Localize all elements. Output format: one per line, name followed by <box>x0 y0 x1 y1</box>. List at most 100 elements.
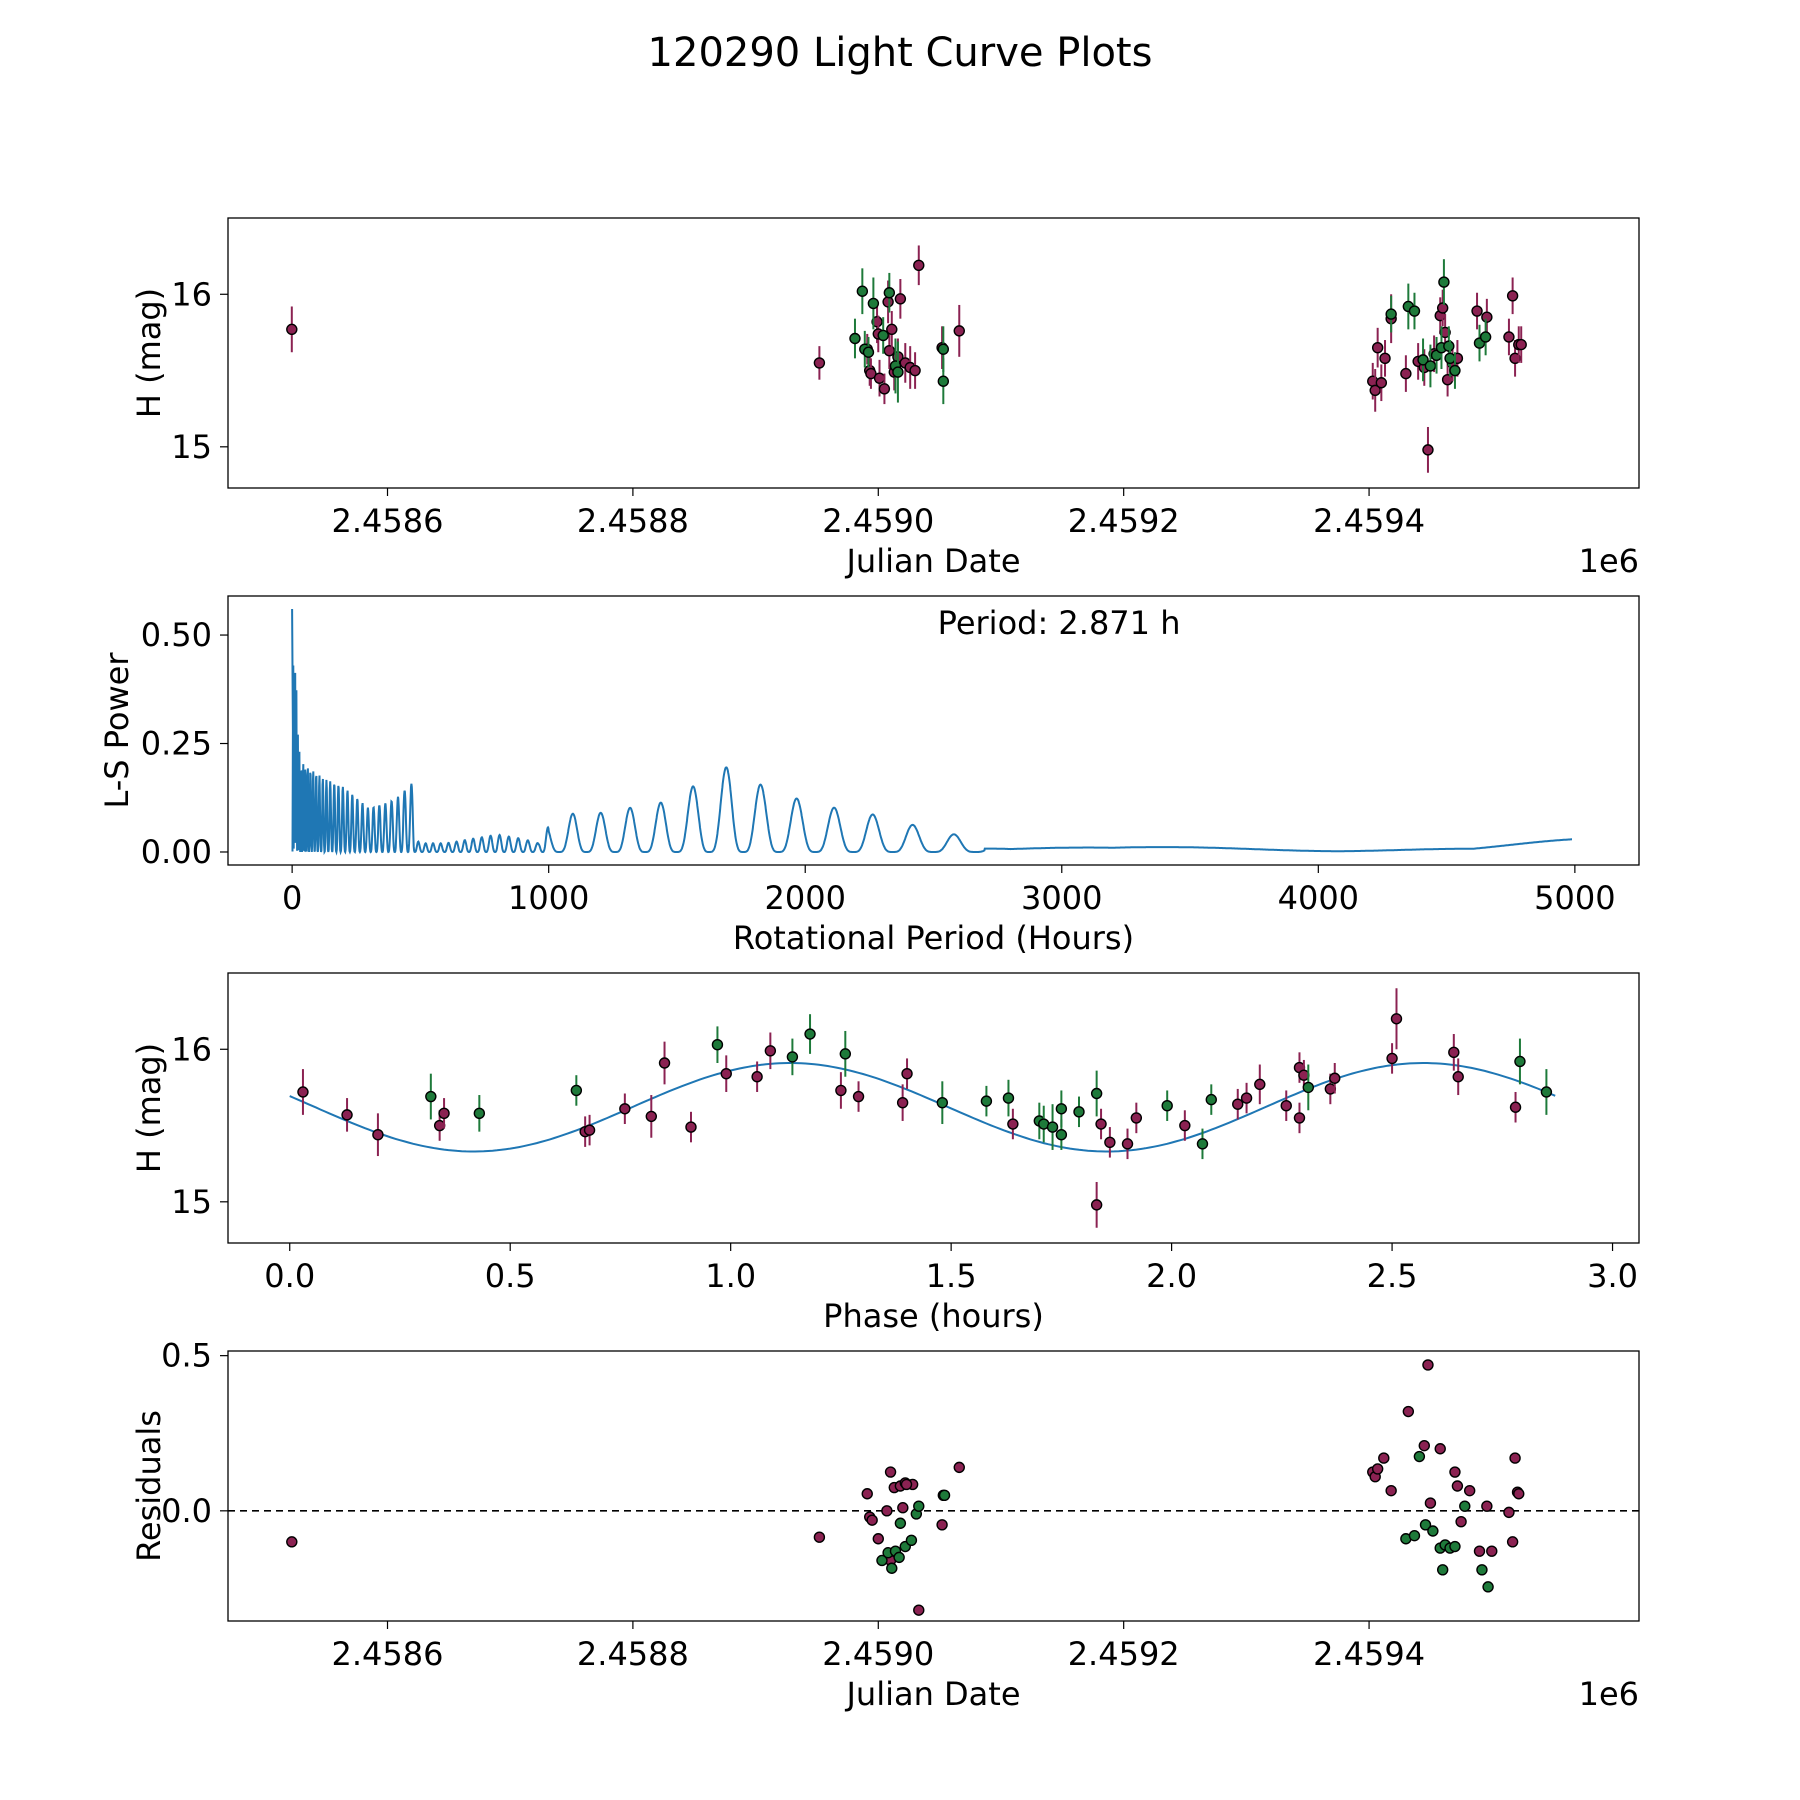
phased-point <box>1514 1055 1526 1068</box>
phased-ylabel: H (mag) <box>130 1043 168 1173</box>
phased-point <box>1509 1101 1522 1113</box>
lightcurve-xtick-label: 2.4594 <box>1313 502 1425 540</box>
lightcurve-point <box>1369 384 1381 397</box>
residuals-point <box>1506 1536 1519 1548</box>
residuals-point <box>936 1519 948 1531</box>
residuals-point <box>1418 1439 1430 1452</box>
lightcurve-point <box>1515 338 1527 351</box>
residuals-ticks: 2.4586 2.4588 2.4590 2.4592 2.4594 0.0 0.5 <box>161 1337 1425 1673</box>
phased-point <box>645 1110 657 1123</box>
residuals-point <box>1385 1484 1397 1497</box>
lightcurve-xtick-label: 2.4590 <box>822 502 934 540</box>
phased-point <box>1007 1118 1019 1130</box>
lightcurve-point <box>913 259 925 271</box>
residuals-offset-text: 1e6 <box>1579 1675 1639 1713</box>
phased-point <box>852 1090 865 1103</box>
residuals-frame <box>227 1350 1640 1622</box>
phased-point <box>425 1090 437 1103</box>
residuals-point <box>866 1514 878 1526</box>
lightcurve-point <box>867 297 880 310</box>
phased-point <box>1090 1087 1103 1100</box>
lightcurve-point <box>856 285 869 297</box>
periodogram-frame <box>227 595 1640 866</box>
lightcurve-point <box>862 346 875 358</box>
phased-point <box>1386 1052 1398 1065</box>
residuals-point <box>1419 1519 1432 1531</box>
lightcurve-xtick-label: 2.4592 <box>1068 502 1180 540</box>
periodogram-ytick-label: 0.25 <box>141 725 212 763</box>
residuals-point <box>894 1517 907 1529</box>
residuals-point <box>1413 1450 1426 1463</box>
lightcurve-point <box>1417 354 1429 366</box>
lightcurve-point <box>1438 276 1450 288</box>
panel-residuals: 2.4586 2.4588 2.4590 2.4592 2.4594 0.0 0.5 Juli… <box>130 1337 1640 1713</box>
phased-xtick-label: 1.5 <box>926 1257 977 1295</box>
lightcurve-xlabel: Julian Date <box>844 542 1020 580</box>
lightcurve-point <box>953 325 965 337</box>
periodogram-xtick-label: 4000 <box>1278 879 1359 917</box>
lightcurve-point <box>886 323 898 336</box>
residuals-xtick-label: 2.4590 <box>822 1635 934 1673</box>
phased-point <box>1232 1098 1244 1110</box>
phased-point <box>1161 1100 1173 1112</box>
lightcurve-xtick-label: 2.4588 <box>577 502 689 540</box>
phased-point <box>1390 1013 1403 1025</box>
lightcurve-point <box>849 332 861 345</box>
phased-point <box>896 1096 909 1109</box>
lightcurve-point <box>937 343 950 355</box>
phased-point <box>751 1071 763 1083</box>
phased-xtick-label: 2.5 <box>1367 1257 1418 1295</box>
phased-xtick-label: 1.0 <box>705 1257 756 1295</box>
phased-plot-area <box>289 988 1556 1228</box>
phased-point <box>1280 1100 1292 1112</box>
lightcurve-point <box>1400 367 1412 380</box>
residuals-point <box>1481 1500 1493 1512</box>
residuals-ytick-label: 0.5 <box>161 1337 212 1375</box>
lightcurve-ytick-label: 15 <box>171 428 212 466</box>
periodogram-xtick-label: 0 <box>282 879 302 917</box>
phased-point <box>764 1045 777 1057</box>
periodogram-period-annotation: Period: 2.871 h <box>938 604 1181 642</box>
phased-point <box>473 1107 486 1120</box>
panel-phased: 0.0 0.5 1.0 1.5 2.0 2.5 3.0 15 16 Phase (hours) H … <box>130 972 1640 1335</box>
phased-ticks: 0.0 0.5 1.0 1.5 2.0 2.5 3.0 15 16 <box>171 1030 1638 1295</box>
residuals-point <box>897 1502 909 1514</box>
lightcurve-point <box>1449 364 1461 377</box>
lightcurve-point <box>883 345 896 357</box>
phased-series-green <box>425 1014 1553 1160</box>
periodogram-ticks: 0 1000 2000 3000 4000 5000 0.00 0.25 0.50 <box>141 616 1616 917</box>
figure-title: 120290 Light Curve Plots <box>648 30 1153 76</box>
residuals-xtick-label: 2.4594 <box>1313 1635 1425 1673</box>
phased-point <box>720 1067 732 1080</box>
phased-model-curve <box>289 1062 1556 1153</box>
phased-point <box>980 1095 993 1107</box>
lightcurve-point <box>1439 326 1451 339</box>
residuals-point <box>872 1533 884 1545</box>
lightcurve-point <box>883 287 896 299</box>
lightcurve-point <box>871 316 883 328</box>
residuals-point <box>1378 1452 1390 1464</box>
lightcurve-series-green <box>849 259 1492 405</box>
residuals-point <box>913 1500 925 1512</box>
residuals-point <box>1402 1405 1415 1418</box>
phased-point <box>711 1038 724 1051</box>
periodogram-ytick-label: 0.50 <box>141 616 212 654</box>
lightcurve-point <box>892 366 904 378</box>
phased-point <box>570 1084 583 1097</box>
periodogram-power-line <box>291 608 1572 856</box>
lightcurve-point <box>1481 311 1493 323</box>
phased-point <box>297 1086 309 1098</box>
phased-point <box>1179 1119 1191 1132</box>
residuals-xlabel: Julian Date <box>844 1675 1020 1713</box>
periodogram-xtick-label: 3000 <box>1021 879 1102 917</box>
lightcurve-point <box>1371 341 1384 354</box>
lightcurve-point <box>286 323 298 336</box>
phased-ytick-label: 16 <box>171 1030 212 1068</box>
residuals-point <box>1424 1497 1437 1509</box>
phased-point <box>1046 1121 1059 1133</box>
phased-point <box>1452 1071 1464 1083</box>
residuals-xtick-label: 2.4592 <box>1068 1635 1180 1673</box>
periodogram-xlabel: Rotational Period (Hours) <box>733 919 1134 957</box>
lightcurve-point <box>873 372 886 384</box>
phased-point <box>1121 1138 1134 1150</box>
